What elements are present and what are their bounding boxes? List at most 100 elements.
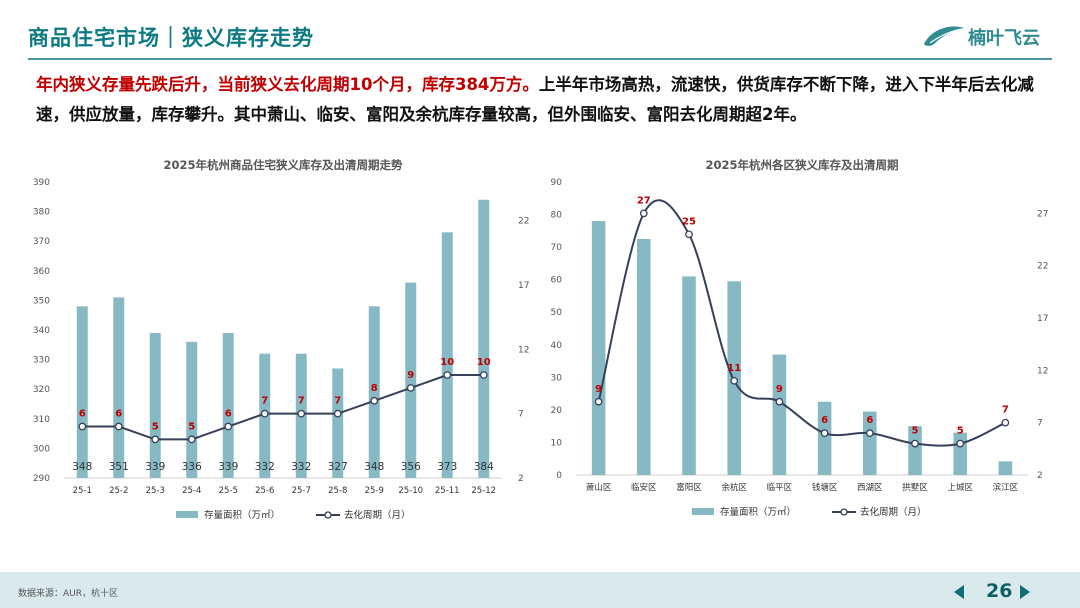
right-axis-tick: 22 (518, 217, 529, 227)
bar (405, 282, 417, 478)
line-point (333, 409, 342, 418)
bar-value-label: 351 (109, 461, 129, 473)
line-point (865, 429, 874, 437)
left-axis-tick: 0 (556, 471, 562, 481)
line-point (730, 376, 739, 385)
right-axis-tick: 12 (518, 345, 529, 355)
legend-bar-swatch (692, 508, 714, 515)
left-axis-tick: 350 (33, 296, 50, 306)
bar-value-label: 348 (364, 461, 384, 473)
line-point (775, 397, 784, 406)
line-value-label: 7 (261, 396, 268, 407)
chart-title: 2025年杭州各区狭义库存及出清周期 (705, 158, 898, 172)
line-value-label: 25 (682, 216, 696, 227)
category-label: 上城区 (947, 483, 973, 493)
right-axis-tick: 2 (518, 474, 524, 484)
right-axis-tick: 2 (1037, 471, 1043, 481)
prev-page-icon[interactable] (954, 585, 964, 599)
line-point (297, 409, 306, 418)
chart-monthly-inventory-svg: 2025年杭州商品住宅狭义库存及出清周期走势 290 300 310 320 330 340… (33, 158, 530, 521)
legend-bar-label: 存量面积（万㎡） (204, 509, 280, 521)
category-label: 25-12 (471, 486, 496, 496)
left-axis-tick: 320 (33, 385, 50, 395)
line-point (685, 230, 693, 239)
left-axis-tick: 70 (551, 243, 563, 253)
line-point (479, 371, 488, 379)
left-axis-tick: 90 (551, 178, 563, 188)
category-label: 拱墅区 (902, 482, 928, 493)
bar (817, 401, 832, 475)
line-value-label: 5 (188, 421, 195, 432)
category-label: 25-9 (365, 486, 384, 496)
line-value-label: 5 (912, 426, 919, 437)
line-point (594, 397, 603, 406)
line-value-label: 6 (225, 409, 232, 420)
left-axis-tick: 10 (551, 438, 563, 448)
line-value-label: 10 (477, 357, 491, 368)
chart-monthly-inventory: 2025年杭州商品住宅狭义库存及出清周期走势 290 300 310 320 330 340… (28, 150, 540, 530)
category-label: 25-6 (255, 486, 274, 496)
line-value-label: 10 (440, 357, 454, 368)
category-label: 25-5 (219, 486, 238, 496)
left-axis-tick: 50 (551, 308, 563, 318)
next-page-icon[interactable] (1020, 585, 1030, 599)
line-value-label: 8 (371, 383, 378, 394)
title-divider (28, 58, 1052, 60)
bar (998, 461, 1013, 475)
category-label: 25-8 (328, 486, 347, 496)
bar (908, 426, 922, 475)
line-value-label: 6 (79, 409, 86, 420)
bar (368, 306, 380, 478)
legend-bar-label: 存量面积（万㎡） (720, 506, 796, 518)
line-point (187, 435, 196, 444)
summary-text: 年内狭义存量先跌后升，当前狭义去化周期10个月，库存384万方。上半年市场高热，… (36, 70, 1056, 130)
bar (772, 354, 787, 475)
bar (478, 199, 490, 478)
right-axis-tick: 22 (1037, 262, 1048, 272)
category-label: 25-3 (146, 486, 165, 496)
line-value-label: 7 (334, 396, 341, 407)
legend-line-marker (324, 511, 332, 519)
category-label: 25-11 (435, 486, 460, 496)
line-value-label: 9 (776, 384, 783, 395)
right-axis-tick: 12 (1037, 366, 1048, 376)
category-label: 钱塘区 (812, 482, 838, 493)
line-point (639, 209, 648, 218)
category-label: 临平区 (767, 482, 793, 493)
line-value-label: 6 (115, 409, 122, 420)
line-point (443, 371, 452, 379)
category-label: 25-4 (182, 486, 201, 496)
category-label: 滨江区 (993, 482, 1019, 493)
line-point (260, 409, 269, 418)
right-axis-tick: 7 (518, 410, 524, 420)
bar-value-label: 373 (437, 461, 457, 473)
category-label: 25-10 (398, 486, 423, 496)
legend-line-marker (840, 508, 848, 516)
bar (441, 232, 453, 478)
bar (637, 238, 651, 475)
line-point (114, 422, 123, 431)
bar-value-label: 336 (182, 461, 202, 473)
right-axis-tick: 27 (1037, 209, 1048, 219)
page-number: 26 (986, 580, 1013, 602)
bar (76, 306, 88, 478)
line-point (956, 439, 965, 448)
line-value-label: 6 (821, 415, 828, 426)
line-value-label: 9 (595, 384, 602, 395)
footer-bar (0, 572, 1080, 608)
left-axis-tick: 390 (33, 178, 50, 188)
line-value-label: 5 (152, 421, 159, 432)
left-axis-tick: 20 (551, 406, 563, 416)
line-point (370, 396, 379, 405)
left-axis-tick: 380 (33, 208, 50, 218)
chart-title: 2025年杭州商品住宅狭义库存及出清周期走势 (163, 158, 403, 172)
line-point (911, 439, 919, 448)
bar (953, 432, 967, 475)
category-label: 25-2 (109, 486, 128, 496)
bar (186, 341, 198, 478)
line-series (597, 199, 1006, 447)
left-axis-tick: 330 (33, 356, 50, 366)
legend-line-label: 去化周期（月） (860, 506, 927, 518)
bar (591, 221, 606, 475)
line-point (78, 422, 87, 431)
